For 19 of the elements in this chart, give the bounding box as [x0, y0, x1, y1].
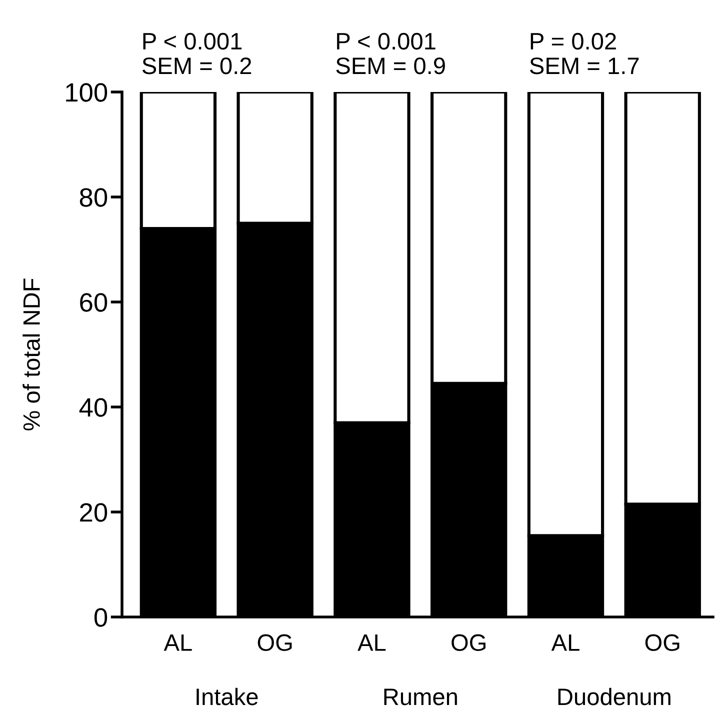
y-tick-label: 0	[94, 608, 108, 627]
text: Intake	[196, 688, 258, 706]
text: P = 0.02 SEM = 1.7	[530, 32, 639, 74]
y-tick-label: 40	[79, 398, 108, 417]
x-tick-label: AL	[358, 634, 386, 651]
y-tick-label: 20	[80, 503, 108, 522]
y-tick-label: 80	[80, 188, 108, 207]
text: Duodenum	[558, 688, 670, 706]
y-tick-label: 100	[66, 83, 108, 102]
y-axis-title: % of total NDF	[22, 278, 40, 430]
x-tick-label: OG	[258, 634, 292, 652]
text: Rumen	[384, 688, 457, 706]
text: P < 0.001 SEM = 0.2	[142, 32, 252, 74]
x-tick-label: AL	[164, 634, 192, 651]
x-tick-label: OG	[645, 634, 680, 652]
text: P < 0.001 SEM = 0.9	[336, 32, 445, 74]
y-tick-label: 60	[80, 293, 108, 312]
x-tick-label: AL	[551, 634, 580, 651]
x-tick-label: OG	[452, 634, 486, 652]
